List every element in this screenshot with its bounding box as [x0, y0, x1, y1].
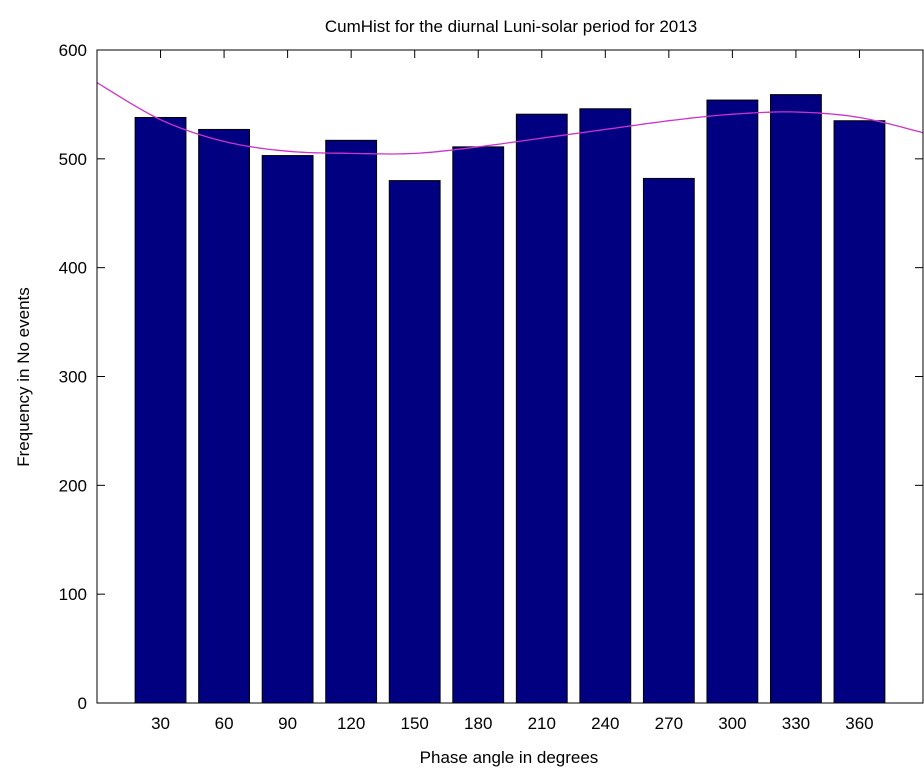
y-axis-title: Frequency in No events	[14, 287, 33, 467]
x-tick-label: 30	[151, 714, 170, 733]
x-tick-label: 210	[528, 714, 556, 733]
y-tick-label: 500	[59, 150, 87, 169]
x-tick-label: 330	[782, 714, 810, 733]
x-tick-label: 90	[278, 714, 297, 733]
bar-90	[261, 155, 314, 704]
x-tick-label: 120	[337, 714, 365, 733]
y-axis-ticks: 0 100 200 300 400 500 600	[59, 41, 923, 713]
bar-60	[198, 128, 250, 704]
bar-180	[452, 146, 505, 704]
bar-210	[515, 113, 568, 704]
x-tick-label: 60	[215, 714, 234, 733]
y-tick-label: 0	[78, 694, 87, 713]
bar-series	[134, 94, 886, 704]
x-axis-title: Phase angle in degrees	[420, 748, 599, 767]
x-tick-label: 240	[591, 714, 619, 733]
fit-curve-line	[96, 82, 924, 155]
bar-120	[325, 139, 378, 704]
x-tick-label: 300	[718, 714, 746, 733]
bar-330	[770, 94, 822, 704]
y-tick-label: 200	[59, 476, 87, 495]
x-tick-label: 150	[401, 714, 429, 733]
y-tick-label: 600	[59, 41, 87, 60]
bar-270	[642, 177, 695, 704]
y-tick-label: 100	[59, 585, 87, 604]
y-tick-label: 400	[59, 259, 87, 278]
x-axis-ticks: 30 60 90 120 150 180 210 240 270 300 330 360	[151, 50, 874, 733]
chart-title: CumHist for the diurnal Luni-solar perio…	[325, 17, 697, 36]
x-tick-label: 180	[464, 714, 492, 733]
axes-box	[96, 49, 924, 704]
y-tick-label: 300	[59, 368, 87, 387]
bar-360	[833, 120, 886, 704]
x-tick-label: 270	[655, 714, 683, 733]
bar-300	[706, 99, 759, 704]
bar-240	[579, 108, 632, 704]
x-tick-label: 360	[845, 714, 873, 733]
bar-30	[134, 116, 187, 704]
bar-150	[388, 180, 441, 704]
